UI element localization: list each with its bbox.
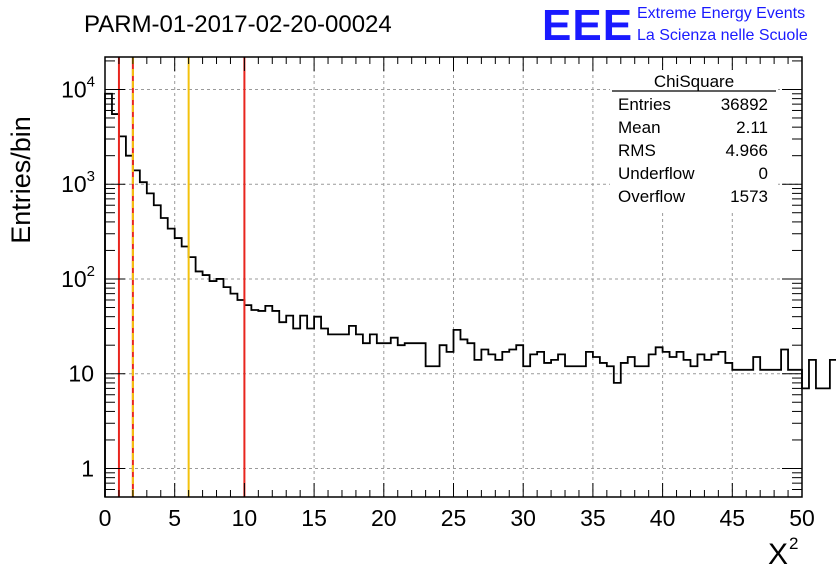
x-tick-label: 25 bbox=[441, 505, 467, 531]
x-tick-label: 30 bbox=[510, 505, 536, 531]
stats-row-value: 4.966 bbox=[725, 141, 768, 160]
chart-title: PARM-01-2017-02-20-00024 bbox=[84, 11, 392, 38]
x-tick-label: 10 bbox=[232, 505, 258, 531]
stats-row-label: Underflow bbox=[618, 164, 695, 183]
eee-logo: EEE Extreme Energy Events La Scienza nel… bbox=[542, 1, 808, 50]
stats-row-value: 2.11 bbox=[736, 118, 768, 137]
y-axis-ticks: 1 10 102 103 104 bbox=[61, 60, 802, 498]
eee-logo-mark: EEE bbox=[542, 1, 633, 50]
stats-row-label: Overflow bbox=[618, 187, 686, 206]
x-tick-label: 15 bbox=[301, 505, 327, 531]
stats-title: ChiSquare bbox=[654, 72, 734, 91]
y-tick-label: 102 bbox=[61, 263, 95, 292]
stats-row-value: 36892 bbox=[721, 95, 768, 114]
x-tick-label: 40 bbox=[650, 505, 676, 531]
x-tick-label: 50 bbox=[789, 505, 815, 531]
x-axis-label-exp: 2 bbox=[789, 534, 798, 553]
stats-box-bg bbox=[610, 70, 778, 212]
eee-logo-line2: La Scienza nelle Scuole bbox=[637, 27, 808, 44]
y-tick-label: 103 bbox=[61, 168, 95, 197]
eee-logo-line1: Extreme Energy Events bbox=[637, 5, 805, 22]
x-tick-label: 5 bbox=[168, 505, 181, 531]
x-tick-label: 20 bbox=[371, 505, 397, 531]
stats-row-label: Mean bbox=[618, 118, 661, 137]
x-tick-label: 0 bbox=[99, 505, 112, 531]
histogram bbox=[104, 92, 836, 497]
stats-row-value: 1573 bbox=[730, 187, 768, 206]
stats-row-label: Entries bbox=[618, 95, 671, 114]
y-tick-label: 1 bbox=[81, 455, 94, 481]
stats-row-label: RMS bbox=[618, 141, 656, 160]
x-axis-ticks: 0 5 10 15 20 25 30 35 40 45 50 bbox=[99, 57, 815, 531]
cut-lines bbox=[117, 57, 246, 497]
stats-box: ChiSquare Entries 36892 Mean 2.11 RMS 4.966 Un… bbox=[610, 70, 778, 212]
y-tick-label: 10 bbox=[68, 361, 94, 387]
x-tick-label: 35 bbox=[580, 505, 606, 531]
y-axis-label: Entries/bin bbox=[6, 116, 36, 244]
x-axis-label-text: X bbox=[768, 538, 788, 571]
x-axis-label: X 2 bbox=[768, 534, 798, 571]
histogram-line bbox=[104, 92, 836, 497]
x-tick-label: 45 bbox=[720, 505, 746, 531]
y-tick-label: 104 bbox=[61, 73, 95, 102]
stats-row-value: 0 bbox=[759, 164, 768, 183]
